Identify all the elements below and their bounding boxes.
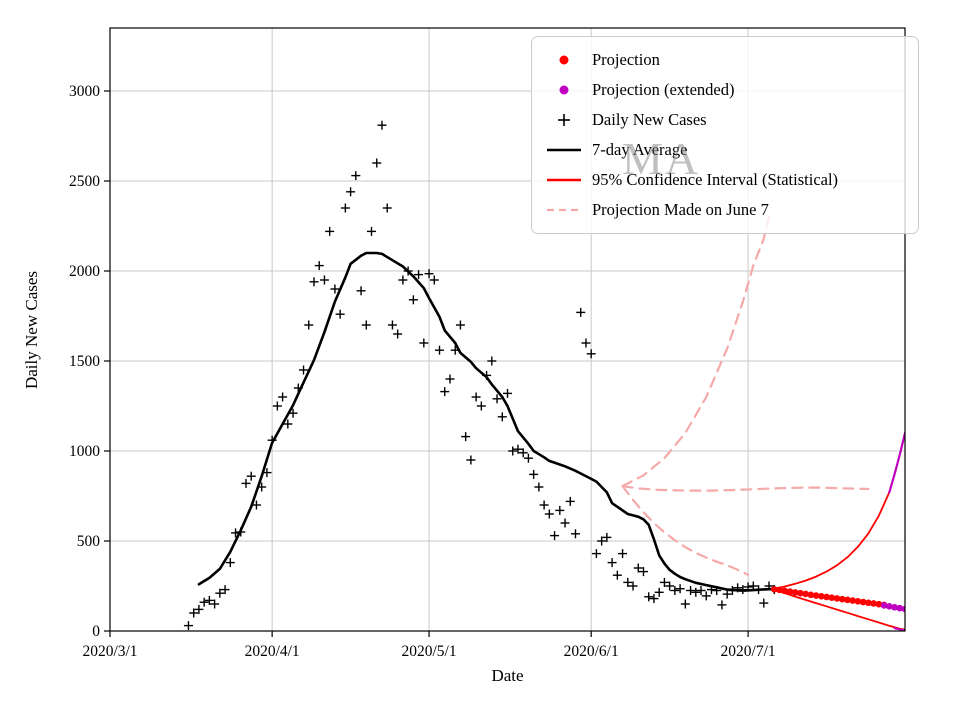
svg-text:2020/5/1: 2020/5/1 bbox=[401, 643, 456, 660]
red-line-icon bbox=[542, 169, 586, 191]
legend-item-projection-june7: Projection Made on June 7 bbox=[542, 195, 908, 225]
svg-text:2020/6/1: 2020/6/1 bbox=[564, 643, 619, 660]
x-axis-label: Date bbox=[491, 666, 524, 685]
legend-label: Projection bbox=[592, 50, 660, 69]
legend-label: Projection (extended) bbox=[592, 80, 735, 99]
legend-label: 95% Confidence Interval (Statistical) bbox=[592, 170, 839, 189]
legend-item-7day-average: 7-day Average bbox=[542, 135, 908, 165]
plus-marker-icon bbox=[542, 109, 586, 131]
projection-dot-icon bbox=[542, 49, 586, 71]
legend-item-projection-extended: Projection (extended) bbox=[542, 75, 908, 105]
legend-label: Projection Made on June 7 bbox=[592, 200, 769, 219]
svg-text:2500: 2500 bbox=[69, 173, 100, 190]
y-axis-label: Daily New Cases bbox=[22, 270, 41, 390]
legend-label: 7-day Average bbox=[592, 140, 688, 159]
svg-text:2000: 2000 bbox=[69, 263, 100, 280]
svg-text:3000: 3000 bbox=[69, 83, 100, 100]
legend: Projection Projection (extended) Daily N… bbox=[531, 36, 919, 234]
svg-text:1000: 1000 bbox=[69, 443, 100, 460]
pink-dashed-line-icon bbox=[542, 199, 586, 221]
black-line-icon bbox=[542, 139, 586, 161]
svg-text:2020/4/1: 2020/4/1 bbox=[245, 643, 300, 660]
legend-label: Daily New Cases bbox=[592, 110, 707, 129]
svg-text:0: 0 bbox=[92, 623, 100, 640]
projection-extended-dot-icon bbox=[542, 79, 586, 101]
svg-text:500: 500 bbox=[77, 533, 101, 550]
legend-item-confidence-interval: 95% Confidence Interval (Statistical) bbox=[542, 165, 908, 195]
svg-text:2020/7/1: 2020/7/1 bbox=[721, 643, 776, 660]
svg-text:1500: 1500 bbox=[69, 353, 100, 370]
legend-item-daily-new-cases: Daily New Cases bbox=[542, 105, 908, 135]
svg-text:2020/3/1: 2020/3/1 bbox=[82, 643, 137, 660]
legend-item-projection: Projection bbox=[542, 45, 908, 75]
